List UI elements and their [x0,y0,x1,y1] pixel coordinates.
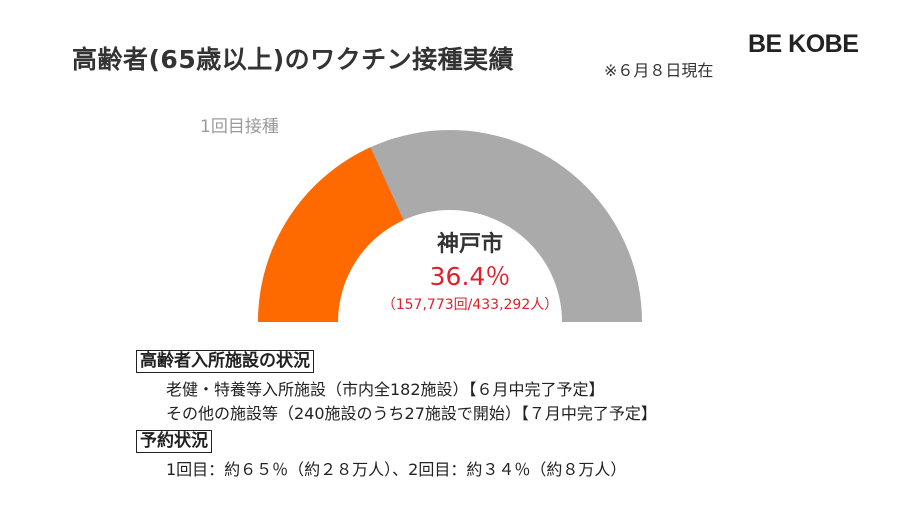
chart-title: 高齢者(65歳以上)のワクチン接種実績 [72,45,515,74]
as-of-date: ※６月８日現在 [604,61,714,80]
percent-value: 36.4％ [429,262,511,291]
facilities-line-1: 老健・特養等入所施設（市内全182施設）【６月中完了予定】 [166,380,605,399]
be-kobe-logo: BE KOBE [748,30,859,58]
series-label: 1回目接種 [200,117,279,137]
reservation-heading: 予約状況 [136,430,212,453]
facilities-line-2: その他の施設等（240施設のうち27施設で開始）【７月中完了予定】 [166,404,657,423]
dose-counts: （157,773回/433,292人） [381,297,559,313]
facilities-heading: 高齢者入所施設の状況 [136,350,314,373]
reservation-line: 1回目：約６５％（約２８万人）、2回目：約３４％（約８万人） [166,460,627,479]
gauge-fill-first-dose [258,147,404,322]
city-label: 神戸市 [436,232,503,257]
